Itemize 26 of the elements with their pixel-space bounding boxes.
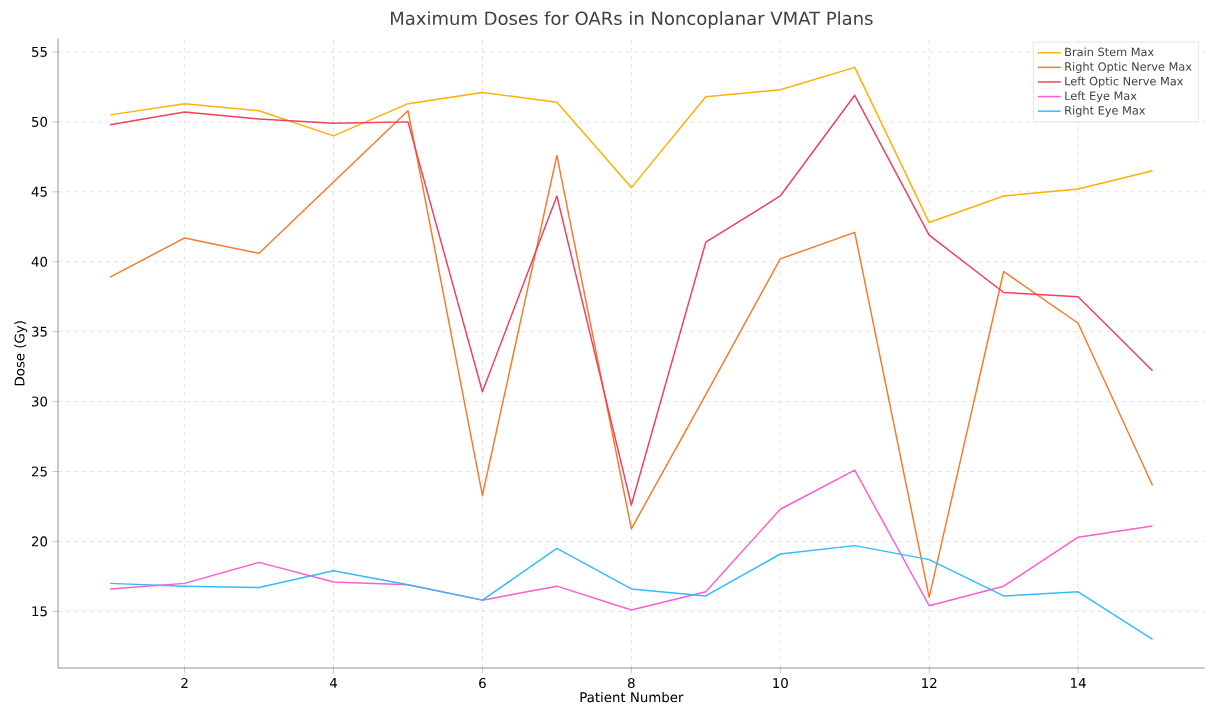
y-tick-label: 20 (31, 536, 48, 547)
x-tick-label: 2 (181, 678, 188, 688)
legend-label: Right Eye Max (1065, 105, 1146, 117)
y-tick-label: 55 (32, 46, 47, 57)
y-tick-label: 50 (32, 116, 48, 127)
x-tick-label: 4 (329, 678, 337, 688)
legend-label: Left Eye Max (1065, 91, 1137, 103)
x-tick-label: 10 (773, 678, 788, 689)
x-tick-label: 12 (922, 678, 937, 688)
y-axis-title: Dose (Gy) (14, 321, 28, 386)
line-series (109, 544, 1154, 641)
chart-title: Maximum Doses for OARs in Noncoplanar VMAT Plans (391, 11, 873, 29)
x-tick-label: 8 (628, 678, 635, 689)
y-tick-label: 30 (32, 396, 48, 407)
x-tick-label: 14 (1071, 678, 1086, 688)
y-tick-label: 15 (32, 606, 47, 617)
legend-label: Left Optic Nerve Max (1065, 76, 1184, 88)
y-tick-label: 40 (31, 256, 48, 267)
legend-label: Brain Stem Max (1065, 47, 1154, 57)
y-tick-label: 35 (32, 326, 47, 337)
legend-label: Right Optic Nerve Max (1065, 62, 1192, 73)
line-series (109, 469, 1154, 611)
y-tick-label: 25 (31, 466, 47, 477)
x-tick-label: 6 (479, 678, 486, 689)
x-axis-title: Patient Number (580, 691, 684, 703)
y-tick-label: 45 (31, 186, 47, 197)
